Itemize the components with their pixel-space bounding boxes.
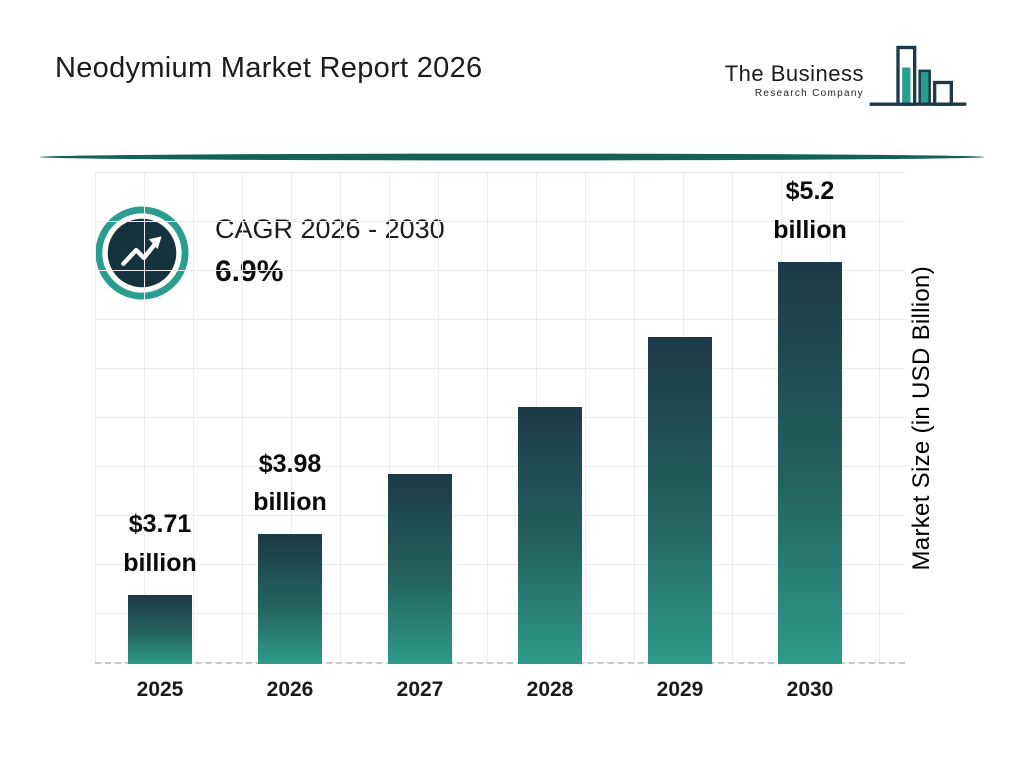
x-axis-label-2029: 2029 — [656, 678, 704, 701]
bar-value-label: $3.98 billion — [253, 445, 327, 523]
y-axis-title: Market Size (in USD Billion) — [900, 172, 944, 664]
bar-column-2027 — [355, 172, 485, 664]
bar-value-label: $5.2 billion — [773, 172, 847, 250]
bar-label-line: $5.2 — [785, 177, 835, 206]
logo-subtitle: Research Company — [754, 88, 864, 99]
bar-label-line: $3.98 — [258, 449, 322, 478]
page-title: Neodymium Market Report 2026 — [55, 52, 483, 84]
x-axis-label-2030: 2030 — [786, 678, 834, 701]
bar-column-2026: $3.98 billion — [225, 172, 355, 664]
x-axis-label-2027: 2027 — [396, 678, 444, 701]
divider-line — [40, 153, 984, 161]
bar-column-2029 — [615, 172, 745, 664]
logo-name: The Business — [724, 61, 864, 86]
bar-label-line: billion — [253, 488, 327, 517]
x-axis-label-2026: 2026 — [266, 678, 314, 701]
x-axis-label-2028: 2028 — [526, 678, 574, 701]
x-axis-label-2025: 2025 — [136, 678, 184, 701]
bar-2029 — [648, 337, 712, 664]
company-logo: The Business Research Company — [725, 40, 968, 120]
company-logo-text: The Business Research Company — [725, 61, 864, 99]
bar-label-line: $3.71 — [128, 510, 192, 539]
bar-label-line: billion — [773, 215, 847, 244]
y-axis-title-text: Market Size (in USD Billion) — [908, 265, 935, 571]
logo-bar-chart-icon — [869, 45, 967, 106]
bar-2030 — [778, 261, 842, 664]
bar-column-2028 — [485, 172, 615, 664]
chart-grid — [95, 172, 905, 664]
bar-2028 — [518, 406, 582, 664]
bar-chart: $3.71 billion $3.98 billion — [95, 172, 875, 664]
bar-2027 — [388, 474, 452, 664]
bar-2025 — [128, 594, 192, 664]
bar-column-2025: $3.71 billion — [95, 172, 225, 664]
bar-value-label: $3.71 billion — [123, 505, 197, 583]
bar-label-line: billion — [123, 548, 197, 577]
x-axis: 2025 2026 2027 2028 2029 2030 — [95, 678, 875, 702]
bar-2026 — [258, 534, 322, 664]
bar-column-2030: $5.2 billion — [745, 172, 875, 664]
